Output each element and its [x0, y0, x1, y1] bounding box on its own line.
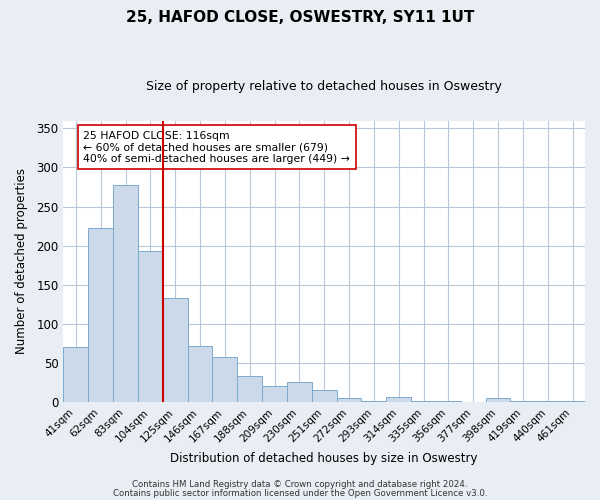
Y-axis label: Number of detached properties: Number of detached properties [15, 168, 28, 354]
Bar [436, 401, 461, 402]
Bar [188, 346, 212, 402]
Bar [88, 228, 113, 402]
Bar [485, 398, 511, 402]
Text: Contains HM Land Registry data © Crown copyright and database right 2024.: Contains HM Land Registry data © Crown c… [132, 480, 468, 489]
Bar [560, 401, 585, 402]
Bar [535, 401, 560, 402]
Text: Contains public sector information licensed under the Open Government Licence v3: Contains public sector information licen… [113, 488, 487, 498]
Bar [511, 401, 535, 402]
Bar [262, 386, 287, 402]
Bar [361, 401, 386, 402]
Bar [287, 382, 312, 402]
Bar [312, 390, 337, 402]
Text: 25, HAFOD CLOSE, OSWESTRY, SY11 1UT: 25, HAFOD CLOSE, OSWESTRY, SY11 1UT [126, 10, 474, 25]
Bar [64, 347, 88, 402]
Text: 25 HAFOD CLOSE: 116sqm
← 60% of detached houses are smaller (679)
40% of semi-de: 25 HAFOD CLOSE: 116sqm ← 60% of detached… [83, 130, 350, 164]
Bar [138, 251, 163, 402]
Bar [411, 401, 436, 402]
Bar [113, 184, 138, 402]
Bar [212, 356, 237, 402]
Bar [163, 298, 188, 402]
X-axis label: Distribution of detached houses by size in Oswestry: Distribution of detached houses by size … [170, 452, 478, 465]
Bar [337, 398, 361, 402]
Bar [386, 398, 411, 402]
Bar [237, 376, 262, 402]
Title: Size of property relative to detached houses in Oswestry: Size of property relative to detached ho… [146, 80, 502, 93]
